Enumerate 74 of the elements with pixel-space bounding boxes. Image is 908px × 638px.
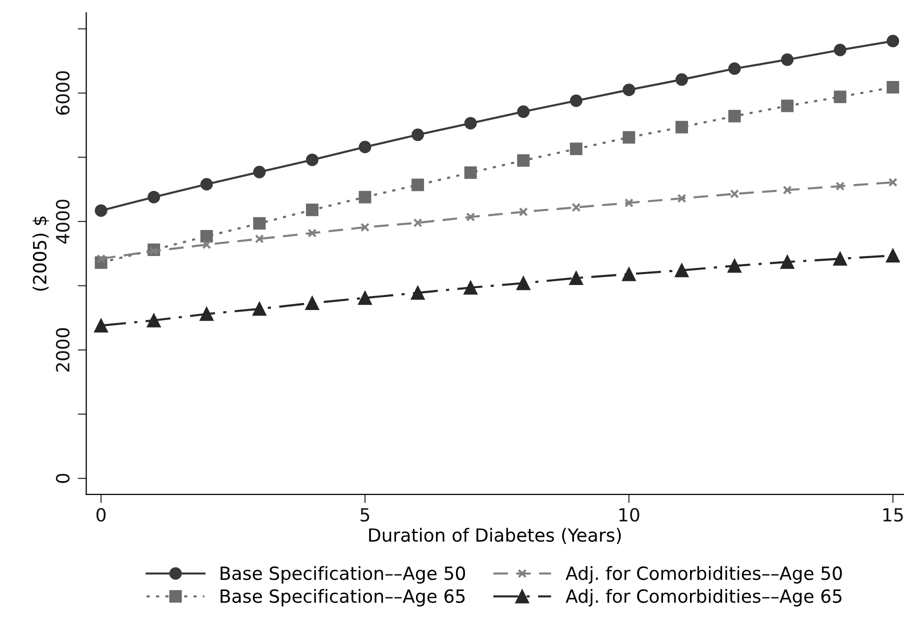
legend-label: Base Specification––Age 50 — [220, 566, 466, 584]
point — [728, 110, 741, 122]
x-tick-label: 0 — [96, 508, 106, 522]
x-tick-label: 15 — [883, 508, 903, 522]
point — [624, 198, 634, 208]
x-tick-label: 10 — [619, 508, 640, 522]
point — [412, 128, 424, 142]
point — [570, 94, 582, 107]
point — [94, 318, 108, 332]
point — [413, 218, 422, 228]
point — [782, 186, 792, 195]
point — [572, 202, 581, 212]
point — [781, 53, 794, 66]
x-tick-label: 5 — [360, 508, 370, 522]
point — [570, 142, 582, 156]
legend-label: Adj. for Comorbidities––Age 65 — [566, 588, 842, 606]
point — [674, 263, 689, 278]
point — [730, 189, 740, 198]
legend-label: Adj. for Comorbidities––Age 50 — [566, 566, 842, 584]
point — [464, 116, 477, 130]
point — [358, 290, 372, 305]
point — [148, 190, 160, 204]
point — [836, 182, 845, 191]
y-tick-label: 2000 — [56, 328, 70, 372]
point — [886, 81, 900, 94]
y-tick-label: 6000 — [56, 71, 70, 115]
point — [516, 276, 530, 290]
y-tick-label: 0 — [56, 474, 70, 483]
x-axis-title: Duration of Diabetes (Years) — [369, 528, 621, 544]
point — [305, 296, 320, 310]
point — [622, 84, 636, 96]
point — [833, 252, 848, 266]
point — [306, 154, 318, 166]
point — [622, 131, 636, 144]
point — [728, 62, 741, 75]
point — [360, 222, 370, 232]
point — [200, 230, 213, 243]
y-tick-label: 4000 — [56, 200, 70, 244]
point — [518, 207, 528, 216]
point — [253, 217, 266, 230]
point — [675, 120, 688, 134]
point — [464, 166, 477, 179]
point — [834, 90, 846, 104]
point — [622, 267, 636, 282]
y-axis-title: (2005) $ — [32, 216, 49, 291]
point — [517, 105, 530, 118]
point — [252, 302, 266, 316]
point — [200, 307, 214, 321]
point — [677, 194, 686, 203]
point — [834, 44, 846, 56]
point — [358, 140, 372, 154]
point — [466, 212, 476, 222]
point — [253, 166, 266, 178]
point — [675, 73, 688, 86]
point — [780, 255, 794, 269]
point — [517, 154, 530, 167]
point — [358, 190, 372, 204]
point — [569, 271, 584, 285]
point — [202, 240, 212, 250]
point — [308, 228, 317, 238]
point — [254, 234, 264, 244]
point — [888, 178, 898, 187]
point — [94, 204, 108, 217]
point — [200, 178, 213, 190]
point — [306, 204, 318, 216]
point — [886, 34, 900, 48]
point — [464, 280, 478, 295]
point — [146, 313, 161, 328]
point — [781, 100, 794, 112]
point — [410, 286, 425, 300]
point — [728, 258, 742, 273]
legend-label: Base Specification––Age 65 — [220, 588, 465, 606]
point — [412, 178, 424, 192]
point — [886, 248, 900, 262]
